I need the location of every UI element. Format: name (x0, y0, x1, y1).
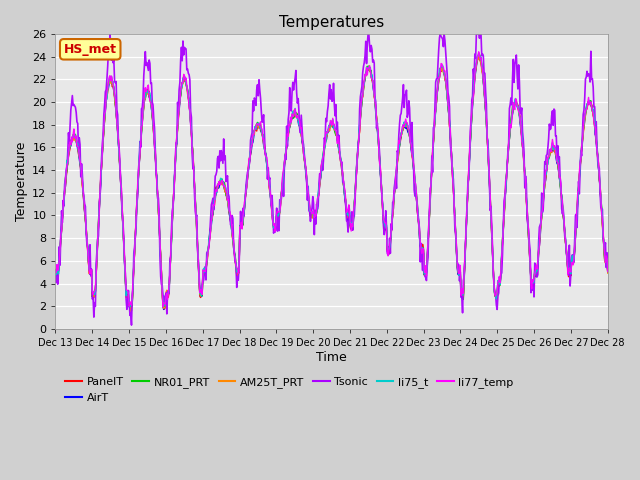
X-axis label: Time: Time (316, 351, 347, 364)
Text: HS_met: HS_met (64, 43, 116, 56)
Legend: PanelT, AirT, NR01_PRT, AM25T_PRT, Tsonic, li75_t, li77_temp: PanelT, AirT, NR01_PRT, AM25T_PRT, Tsoni… (61, 373, 518, 408)
Y-axis label: Temperature: Temperature (15, 142, 28, 221)
Title: Temperatures: Temperatures (279, 15, 384, 30)
